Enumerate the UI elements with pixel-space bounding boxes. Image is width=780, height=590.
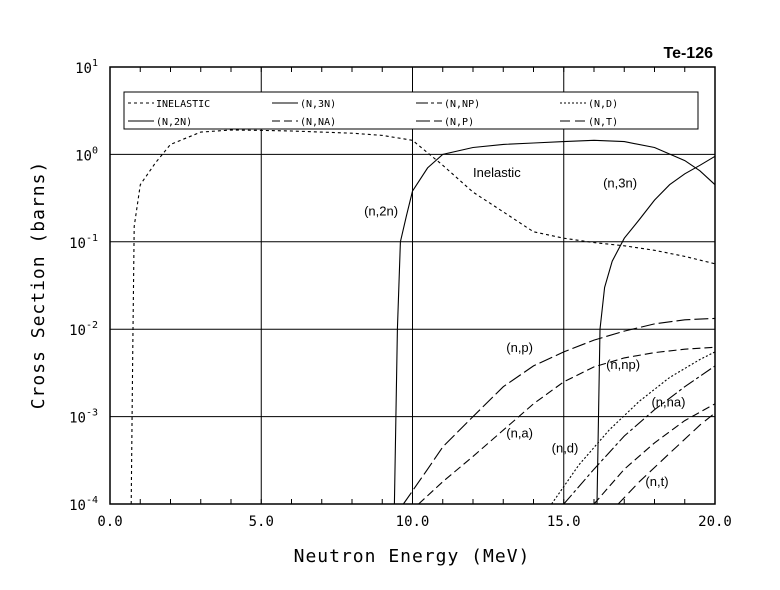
annotation-label: (n,p) <box>506 340 533 355</box>
annotation-label: (n,t) <box>645 474 668 489</box>
legend-label: (N,T) <box>588 117 618 128</box>
y-tick-label: 100 <box>75 145 98 164</box>
series-line-n-na <box>418 346 716 505</box>
series-line-n-2n <box>393 139 716 505</box>
grid-lines <box>109 67 716 504</box>
series-line-n-d <box>551 351 716 505</box>
annotations: Inelastic (n,2n) (n,3n) (n,p) (n,np) (n,na) (n… <box>364 165 685 489</box>
legend-label: (N,2N) <box>156 117 192 128</box>
series-layer <box>130 129 716 505</box>
x-tick-label: 15.0 <box>547 514 581 530</box>
y-tick-label: 101 <box>75 58 98 77</box>
legend-label: INELASTIC <box>156 99 210 110</box>
legend-label: (N,NP) <box>444 99 480 110</box>
y-tick-label: 10-4 <box>69 495 98 514</box>
legend-label: (N,3N) <box>300 99 336 110</box>
annotation-label: (n,na) <box>651 395 685 410</box>
annotation-label: (n,d) <box>552 440 579 455</box>
annotation-label: (n,np) <box>606 357 640 372</box>
annotation-label: (n,a) <box>506 425 533 440</box>
legend: INELASTIC (N,3N) (N,NP) (N,D) (N,2N) (N,NA) (N… <box>123 91 699 130</box>
x-tick-label: 10.0 <box>396 514 430 530</box>
legend-label: (N,D) <box>588 99 618 110</box>
series-line-n-p <box>402 317 716 505</box>
series-line-n-3n <box>596 155 716 505</box>
annotation-label: Inelastic <box>473 165 521 180</box>
x-tick-label: 20.0 <box>698 514 732 530</box>
series-line-n-np <box>563 365 716 505</box>
y-tick-label: 10-2 <box>69 320 98 339</box>
legend-box <box>123 91 699 130</box>
annotation-label: (n,3n) <box>603 175 637 190</box>
legend-label: (N,NA) <box>300 117 336 128</box>
x-axis-title: Neutron Energy (MeV) <box>294 546 531 567</box>
series-line-n-t <box>617 412 716 505</box>
chart-title: Te-126 <box>663 45 713 62</box>
y-tick-label: 10-3 <box>69 408 98 427</box>
y-tick-label: 10-1 <box>69 233 98 252</box>
tick-labels: 0.0 5.0 10.0 15.0 20.0 10-4 10-3 10-2 10-1 100 101 <box>69 58 732 530</box>
series-line-n-na-2 <box>593 403 716 505</box>
legend-label: (N,P) <box>444 117 474 128</box>
x-tick-label: 5.0 <box>249 514 274 530</box>
x-tick-label: 0.0 <box>97 514 122 530</box>
y-axis-title: Cross Section (barns) <box>28 161 49 410</box>
annotation-label: (n,2n) <box>364 203 398 218</box>
